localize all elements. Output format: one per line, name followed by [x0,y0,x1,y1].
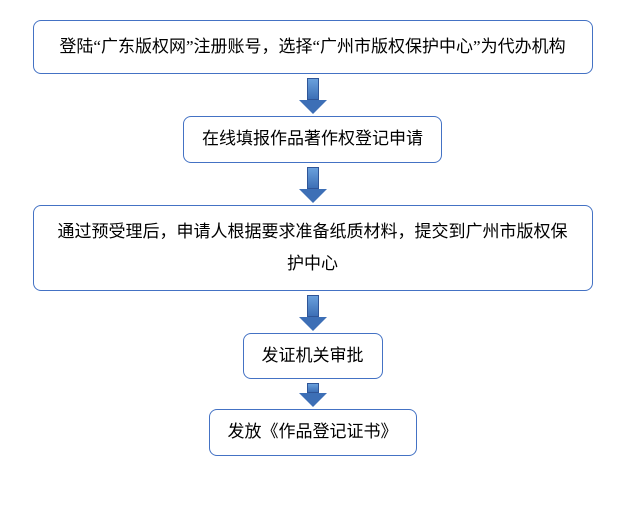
flow-node-submit-materials: 通过预受理后，申请人根据要求准备纸质材料，提交到广州市版权保护中心 [33,205,593,292]
flow-node-approval: 发证机关审批 [243,333,383,379]
flow-arrow-1 [299,78,327,114]
flow-arrow-4 [299,383,327,407]
flowchart-container: 登陆“广东版权网”注册账号，选择“广州市版权保护中心”为代办机构 在线填报作品著… [20,20,605,456]
flow-arrow-3 [299,295,327,331]
flow-node-register: 登陆“广东版权网”注册账号，选择“广州市版权保护中心”为代办机构 [33,20,593,74]
flow-arrow-2 [299,167,327,203]
flow-node-issue-certificate: 发放《作品登记证书》 [209,409,417,455]
flow-node-online-apply: 在线填报作品著作权登记申请 [183,116,442,162]
